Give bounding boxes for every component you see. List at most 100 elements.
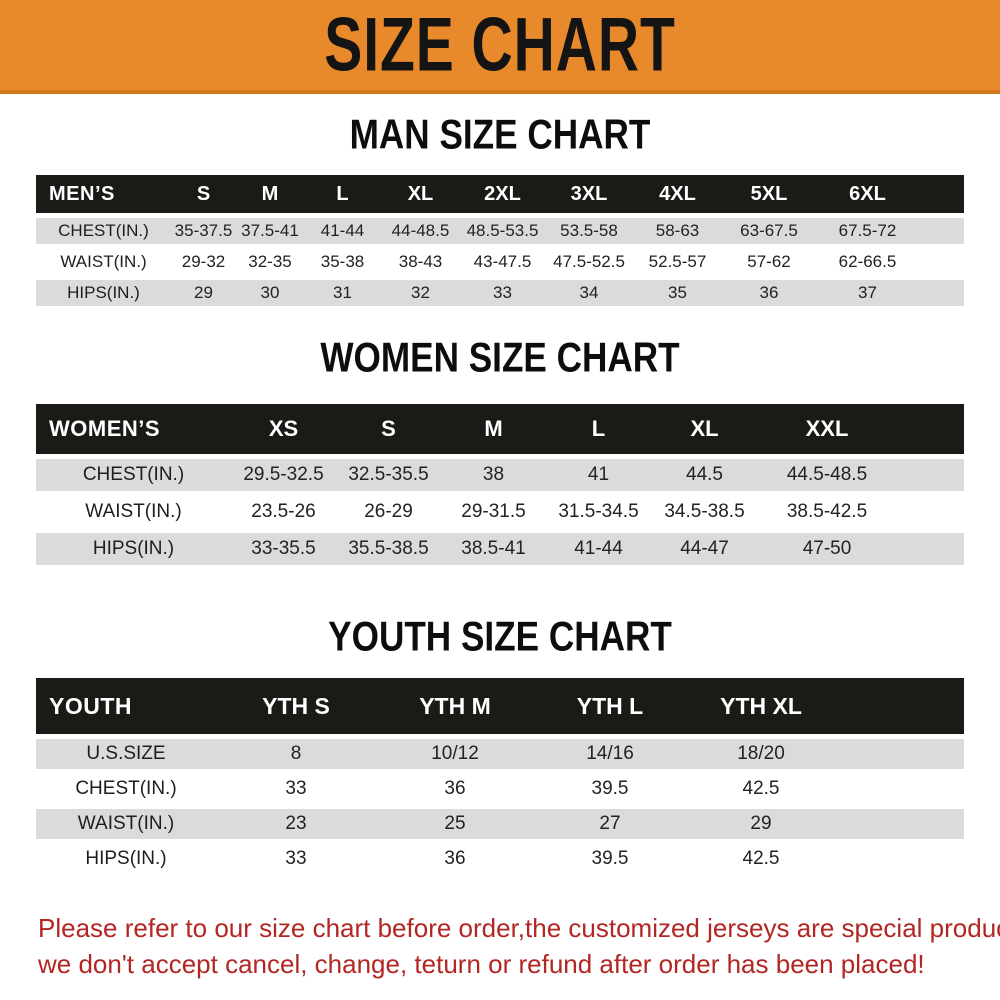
- spacer-cell: [919, 175, 964, 213]
- size-value-cell: 36: [722, 280, 816, 306]
- men-col-header-m: M: [236, 175, 304, 213]
- women-table-label: WOMEN’S: [36, 404, 231, 454]
- size-value-cell: 47.5-52.5: [545, 249, 633, 275]
- size-value-cell: 42.5: [686, 844, 836, 874]
- men-chest-row: CHEST(IN.) 35-37.5 37.5-41 41-44 44-48.5…: [36, 218, 964, 244]
- spacer-cell: [919, 218, 964, 244]
- spacer-cell: [836, 809, 964, 839]
- row-label-chest: CHEST(IN.): [36, 459, 231, 491]
- size-value-cell: 38-43: [381, 249, 460, 275]
- row-label-us-size: U.S.SIZE: [36, 739, 216, 769]
- size-value-cell: 41-44: [546, 533, 651, 565]
- women-header-row: WOMEN’S XS S M L XL XXL: [36, 404, 964, 454]
- youth-col-header-yth-m: YTH M: [376, 678, 534, 734]
- youth-size-table: YOUTH YTH S YTH M YTH L YTH XL U.S.SIZE …: [36, 673, 964, 879]
- women-size-table: WOMEN’S XS S M L XL XXL CHEST(IN.) 29.5-…: [36, 399, 964, 570]
- row-label-waist: WAIST(IN.): [36, 809, 216, 839]
- row-label-chest: CHEST(IN.): [36, 218, 171, 244]
- size-value-cell: 36: [376, 844, 534, 874]
- women-col-header-s: S: [336, 404, 441, 454]
- youth-ussize-row: U.S.SIZE 8 10/12 14/16 18/20: [36, 739, 964, 769]
- size-value-cell: 35-37.5: [171, 218, 236, 244]
- size-value-cell: 39.5: [534, 774, 686, 804]
- size-value-cell: 8: [216, 739, 376, 769]
- youth-waist-row: WAIST(IN.) 23 25 27 29: [36, 809, 964, 839]
- size-value-cell: 23.5-26: [231, 496, 336, 528]
- footer-note: Please refer to our size chart before or…: [38, 910, 1000, 982]
- women-waist-row: WAIST(IN.) 23.5-26 26-29 29-31.5 31.5-34…: [36, 496, 964, 528]
- row-label-hips: HIPS(IN.): [36, 533, 231, 565]
- row-label-waist: WAIST(IN.): [36, 249, 171, 275]
- size-value-cell: 32-35: [236, 249, 304, 275]
- footer-line-2: we don't accept cancel, change, teturn o…: [38, 949, 925, 979]
- size-value-cell: 33: [216, 844, 376, 874]
- size-value-cell: 57-62: [722, 249, 816, 275]
- size-value-cell: 33: [460, 280, 545, 306]
- size-value-cell: 31: [304, 280, 381, 306]
- size-value-cell: 29.5-32.5: [231, 459, 336, 491]
- spacer-cell: [919, 249, 964, 275]
- size-value-cell: 53.5-58: [545, 218, 633, 244]
- size-value-cell: 58-63: [633, 218, 722, 244]
- women-col-header-xxl: XXL: [758, 404, 896, 454]
- spacer-cell: [836, 678, 964, 734]
- size-value-cell: 23: [216, 809, 376, 839]
- size-value-cell: 67.5-72: [816, 218, 919, 244]
- size-value-cell: 29-32: [171, 249, 236, 275]
- size-value-cell: 48.5-53.5: [460, 218, 545, 244]
- size-value-cell: 39.5: [534, 844, 686, 874]
- size-value-cell: 14/16: [534, 739, 686, 769]
- youth-col-header-yth-l: YTH L: [534, 678, 686, 734]
- women-col-header-l: L: [546, 404, 651, 454]
- size-value-cell: 43-47.5: [460, 249, 545, 275]
- men-col-header-4xl: 4XL: [633, 175, 722, 213]
- youth-section-heading: YOUTH SIZE CHART: [328, 613, 672, 660]
- size-value-cell: 29: [171, 280, 236, 306]
- size-value-cell: 25: [376, 809, 534, 839]
- size-value-cell: 38: [441, 459, 546, 491]
- size-value-cell: 34: [545, 280, 633, 306]
- spacer-cell: [896, 404, 964, 454]
- women-col-header-xs: XS: [231, 404, 336, 454]
- size-value-cell: 52.5-57: [633, 249, 722, 275]
- size-value-cell: 18/20: [686, 739, 836, 769]
- size-value-cell: 38.5-41: [441, 533, 546, 565]
- size-value-cell: 62-66.5: [816, 249, 919, 275]
- spacer-cell: [836, 844, 964, 874]
- youth-chest-row: CHEST(IN.) 33 36 39.5 42.5: [36, 774, 964, 804]
- size-value-cell: 32: [381, 280, 460, 306]
- youth-col-header-yth-s: YTH S: [216, 678, 376, 734]
- men-table-label: MEN’S: [36, 175, 171, 213]
- size-value-cell: 33-35.5: [231, 533, 336, 565]
- women-col-header-xl: XL: [651, 404, 758, 454]
- size-value-cell: 33: [216, 774, 376, 804]
- size-value-cell: 38.5-42.5: [758, 496, 896, 528]
- size-value-cell: 41-44: [304, 218, 381, 244]
- footer-line-1: Please refer to our size chart before or…: [38, 913, 1000, 943]
- size-value-cell: 29: [686, 809, 836, 839]
- size-value-cell: 36: [376, 774, 534, 804]
- youth-col-header-yth-xl: YTH XL: [686, 678, 836, 734]
- men-col-header-6xl: 6XL: [816, 175, 919, 213]
- men-section-heading: MAN SIZE CHART: [349, 111, 651, 158]
- men-size-table: MEN’S S M L XL 2XL 3XL 4XL 5XL 6XL CHEST…: [36, 170, 964, 311]
- size-value-cell: 44-47: [651, 533, 758, 565]
- size-value-cell: 26-29: [336, 496, 441, 528]
- women-chest-row: CHEST(IN.) 29.5-32.5 32.5-35.5 38 41 44.…: [36, 459, 964, 491]
- size-value-cell: 10/12: [376, 739, 534, 769]
- men-col-header-xl: XL: [381, 175, 460, 213]
- size-value-cell: 35-38: [304, 249, 381, 275]
- row-label-waist: WAIST(IN.): [36, 496, 231, 528]
- row-label-chest: CHEST(IN.): [36, 774, 216, 804]
- size-value-cell: 37: [816, 280, 919, 306]
- size-chart-banner: SIZE CHART: [0, 0, 1000, 94]
- banner-title: SIZE CHART: [324, 2, 676, 88]
- size-value-cell: 27: [534, 809, 686, 839]
- size-value-cell: 29-31.5: [441, 496, 546, 528]
- spacer-cell: [836, 774, 964, 804]
- men-hips-row: HIPS(IN.) 29 30 31 32 33 34 35 36 37: [36, 280, 964, 306]
- spacer-cell: [896, 496, 964, 528]
- size-value-cell: 37.5-41: [236, 218, 304, 244]
- spacer-cell: [896, 459, 964, 491]
- men-waist-row: WAIST(IN.) 29-32 32-35 35-38 38-43 43-47…: [36, 249, 964, 275]
